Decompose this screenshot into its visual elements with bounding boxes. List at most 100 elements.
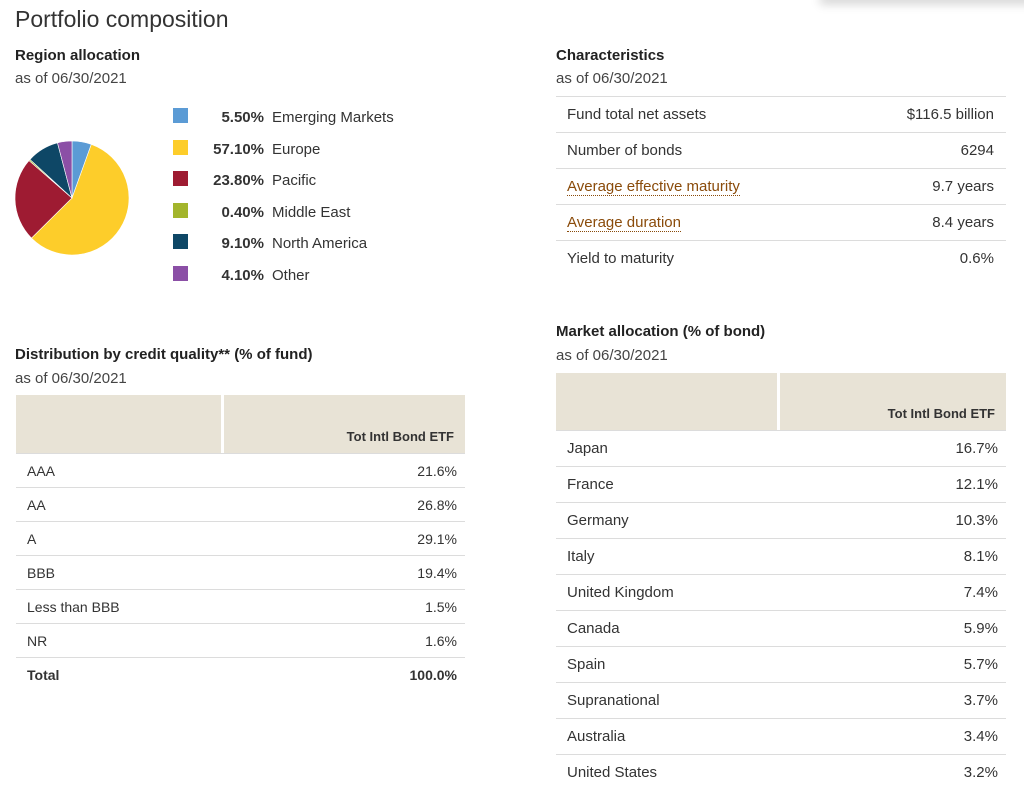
region-pie-chart [14, 140, 130, 256]
row-value: 29.1% [224, 522, 465, 556]
row-value: 21.6% [224, 454, 465, 488]
characteristics-date: as of 06/30/2021 [556, 70, 668, 87]
credit-quality-date: as of 06/30/2021 [15, 370, 127, 387]
characteristics-row: Average duration 8.4 years [556, 205, 1006, 241]
legend-percent: 57.10% [188, 139, 264, 158]
row-label: NR [16, 624, 224, 658]
table-row: Australia 3.4% [556, 719, 1006, 755]
row-value: 9.7 years [843, 169, 1006, 205]
characteristics-title: Characteristics [556, 47, 664, 64]
legend-percent: 23.80% [188, 170, 264, 189]
table-row: Japan 16.7% [556, 431, 1006, 467]
characteristics-table: Fund total net assets $116.5 billion Num… [556, 96, 1006, 276]
row-label: Supranational [556, 683, 780, 719]
row-label: BBB [16, 556, 224, 590]
row-label: Less than BBB [16, 590, 224, 624]
legend-swatch [173, 234, 188, 249]
average-effective-maturity-link[interactable]: Average effective maturity [567, 178, 740, 196]
characteristics-row: Number of bonds 6294 [556, 133, 1006, 169]
market-allocation-title: Market allocation (% of bond) [556, 323, 765, 340]
table-row: Supranational 3.7% [556, 683, 1006, 719]
legend-item: 9.10% North America [173, 233, 394, 265]
credit-quality-title: Distribution by credit quality** (% of f… [15, 346, 313, 363]
row-value: 5.9% [780, 611, 1006, 647]
legend-label: Other [272, 265, 310, 284]
row-value: 8.4 years [843, 205, 1006, 241]
characteristics-row: Average effective maturity 9.7 years [556, 169, 1006, 205]
row-label: United States [556, 755, 780, 790]
market-allocation-table: Tot Intl Bond ETF Japan 16.7% France 12.… [556, 373, 1006, 790]
row-value: 3.4% [780, 719, 1006, 755]
row-label: Australia [556, 719, 780, 755]
row-label-cell: Average duration [556, 205, 843, 241]
legend-label: Emerging Markets [272, 107, 394, 126]
legend-swatch [173, 108, 188, 123]
table-row: AA 26.8% [16, 488, 465, 522]
row-label: France [556, 467, 780, 503]
legend-percent: 4.10% [188, 265, 264, 284]
credit-quality-table: Tot Intl Bond ETF AAA 21.6% AA 26.8% A 2… [16, 395, 465, 691]
row-label: AAA [16, 454, 224, 488]
legend-label: Middle East [272, 202, 350, 221]
row-value: 19.4% [224, 556, 465, 590]
legend-label: Pacific [272, 170, 316, 189]
legend-item: 23.80% Pacific [173, 170, 394, 202]
row-value: 0.6% [843, 241, 1006, 277]
row-label: Yield to maturity [556, 241, 843, 277]
table-row: Spain 5.7% [556, 647, 1006, 683]
row-value: 1.6% [224, 624, 465, 658]
total-value: 100.0% [224, 658, 465, 692]
table-row: BBB 19.4% [16, 556, 465, 590]
table-row: United States 3.2% [556, 755, 1006, 790]
legend-swatch [173, 171, 188, 186]
row-label: Japan [556, 431, 780, 467]
table-row: A 29.1% [16, 522, 465, 556]
legend-swatch [173, 266, 188, 281]
characteristics-row: Fund total net assets $116.5 billion [556, 97, 1006, 133]
row-value: 5.7% [780, 647, 1006, 683]
row-value: 8.1% [780, 539, 1006, 575]
row-label: Number of bonds [556, 133, 843, 169]
table-row: France 12.1% [556, 467, 1006, 503]
row-value: 12.1% [780, 467, 1006, 503]
legend-swatch [173, 203, 188, 218]
row-value: 10.3% [780, 503, 1006, 539]
table-header-row: Tot Intl Bond ETF [556, 373, 1006, 431]
legend-item: 5.50% Emerging Markets [173, 107, 394, 139]
region-allocation-title: Region allocation [15, 47, 140, 64]
table-row: AAA 21.6% [16, 454, 465, 488]
row-value: 7.4% [780, 575, 1006, 611]
characteristics-row: Yield to maturity 0.6% [556, 241, 1006, 277]
legend-label: North America [272, 233, 367, 252]
average-duration-link[interactable]: Average duration [567, 214, 681, 232]
region-allocation-date: as of 06/30/2021 [15, 70, 127, 87]
row-label: Italy [556, 539, 780, 575]
legend-percent: 9.10% [188, 233, 264, 252]
row-label: United Kingdom [556, 575, 780, 611]
row-label-cell: Average effective maturity [556, 169, 843, 205]
header-blank-cell [16, 395, 221, 454]
legend-label: Europe [272, 139, 320, 158]
legend-item: 4.10% Other [173, 265, 394, 297]
total-row: Total 100.0% [16, 658, 465, 692]
legend-swatch [173, 140, 188, 155]
column-header: Tot Intl Bond ETF [780, 373, 1006, 431]
row-label: AA [16, 488, 224, 522]
row-label: A [16, 522, 224, 556]
table-row: Canada 5.9% [556, 611, 1006, 647]
table-header-row: Tot Intl Bond ETF [16, 395, 465, 454]
row-label: Spain [556, 647, 780, 683]
header-blank-cell [556, 373, 777, 431]
row-value: 6294 [843, 133, 1006, 169]
column-header: Tot Intl Bond ETF [224, 395, 465, 454]
total-label: Total [16, 658, 224, 692]
row-value: 3.2% [780, 755, 1006, 790]
legend-percent: 0.40% [188, 202, 264, 221]
row-value: 1.5% [224, 590, 465, 624]
page-title: Portfolio composition [15, 6, 229, 33]
row-value: 3.7% [780, 683, 1006, 719]
table-row: NR 1.6% [16, 624, 465, 658]
table-row: United Kingdom 7.4% [556, 575, 1006, 611]
row-value: 26.8% [224, 488, 465, 522]
row-value: 16.7% [780, 431, 1006, 467]
